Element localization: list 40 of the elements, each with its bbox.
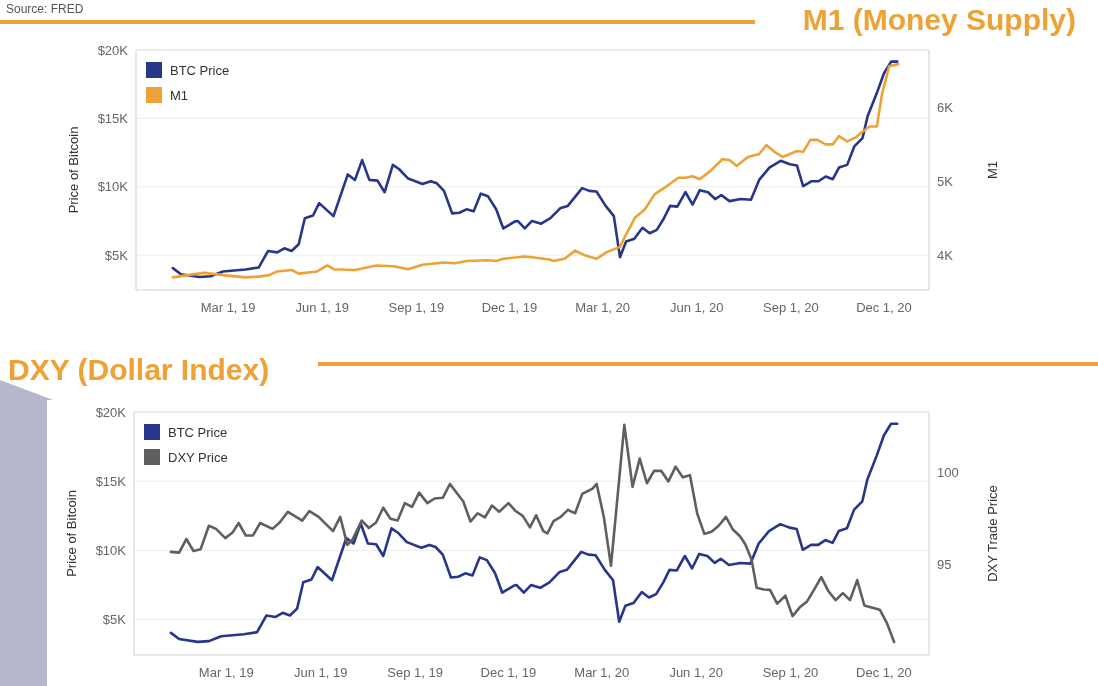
y-tick-label: $15K — [97, 110, 129, 126]
y2-tick-label: 5K — [937, 174, 954, 190]
y2-axis-title: DXY Trade Price — [985, 485, 1000, 582]
y2-tick-label: 95 — [937, 557, 952, 573]
y-tick-label: $10K — [95, 543, 127, 559]
source-note: Source: FRED — [6, 2, 84, 16]
y-tick-label: $20K — [95, 404, 127, 420]
x-tick-label: Jun 1, 19 — [295, 300, 349, 315]
x-tick-label: Sep 1, 20 — [762, 665, 819, 680]
chart-title: DXY (Dollar Index) — [8, 353, 270, 386]
x-tick-label: Dec 1, 19 — [481, 300, 538, 315]
y-tick-label: $15K — [95, 473, 127, 489]
x-tick-label: Dec 1, 20 — [856, 300, 912, 315]
y2-tick-label: 6K — [937, 99, 954, 115]
legend-label: BTC Price — [170, 62, 230, 78]
y-axis-title: Price of Bitcoin — [66, 126, 81, 214]
y-tick-label: $20K — [97, 42, 129, 58]
x-tick-label: Dec 1, 20 — [856, 665, 912, 680]
x-tick-label: Mar 1, 20 — [575, 300, 631, 315]
x-tick-label: Mar 1, 19 — [200, 300, 256, 315]
x-tick-label: Jun 1, 19 — [293, 665, 348, 680]
chart-title: M1 (Money Supply) — [802, 3, 1076, 36]
x-tick-label: Mar 1, 19 — [198, 665, 254, 680]
y-tick-label: $5K — [102, 612, 127, 628]
x-tick-label: Jun 1, 20 — [669, 665, 723, 680]
legend-label: DXY Price — [168, 449, 228, 465]
x-tick-label: Sep 1, 19 — [387, 665, 443, 680]
x-tick-label: Mar 1, 20 — [574, 665, 630, 680]
legend-label: BTC Price — [168, 424, 228, 440]
x-tick-label: Dec 1, 19 — [480, 665, 537, 680]
y2-axis-title: M1 — [985, 160, 1000, 180]
y-tick-label: $10K — [97, 179, 129, 195]
y2-tick-label: 4K — [937, 248, 954, 264]
legend-label: M1 — [170, 87, 189, 103]
y2-tick-label: 100 — [937, 465, 959, 481]
x-tick-label: Sep 1, 20 — [763, 300, 819, 315]
x-tick-label: Jun 1, 20 — [669, 300, 724, 315]
x-tick-label: Sep 1, 19 — [388, 300, 445, 315]
y-axis-title: Price of Bitcoin — [64, 490, 79, 577]
y-tick-label: $5K — [104, 247, 129, 263]
